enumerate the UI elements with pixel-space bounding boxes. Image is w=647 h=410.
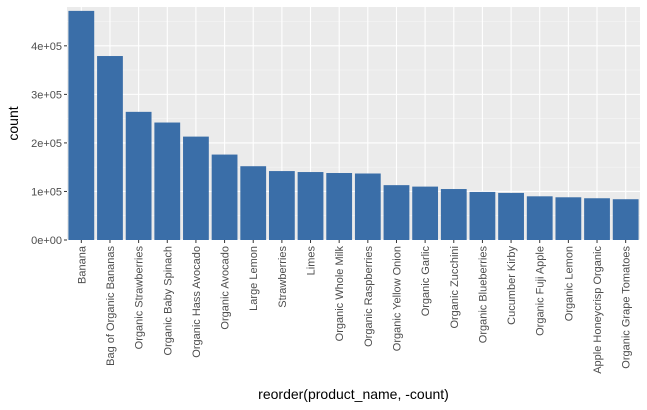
bar [469, 191, 496, 240]
bar [211, 154, 238, 240]
bar [584, 198, 610, 240]
x-tick-label: Organic Lemon [563, 246, 575, 321]
x-axis-title: reorder(product_name, -count) [258, 386, 449, 402]
bar [68, 10, 95, 241]
y-tick-label: 3e+05 [31, 89, 62, 101]
x-tick-label: Organic Hass Avocado [191, 246, 203, 358]
bar [612, 199, 639, 240]
bar [297, 172, 324, 240]
bar [125, 111, 152, 240]
x-tick-label: Organic Strawberries [134, 246, 146, 350]
bar [97, 56, 123, 240]
x-tick-label: Organic Grape Tomatoes [621, 246, 633, 369]
y-axis-title: count [5, 106, 21, 140]
bar [555, 197, 582, 240]
x-tick-label: Organic Zucchini [449, 246, 461, 329]
x-tick-label: Organic Raspberries [363, 246, 375, 347]
x-tick-label: Organic Fuji Apple [535, 246, 547, 336]
x-tick-label: Organic Yellow Onion [391, 246, 403, 351]
bar [412, 186, 439, 240]
y-tick-label: 4e+05 [31, 41, 62, 53]
bar [183, 136, 209, 240]
y-tick-label: 0e+00 [31, 235, 62, 247]
x-tick-label: Organic Garlic [420, 246, 432, 317]
bar [154, 122, 181, 240]
x-tick-label: Apple Honeycrisp Organic [592, 246, 604, 374]
y-tick-label: 2e+05 [31, 138, 62, 150]
x-tick-label: Organic Baby Spinach [162, 246, 174, 355]
bar [498, 192, 524, 240]
bar [354, 173, 381, 240]
x-tick-label: Organic Whole Milk [334, 246, 346, 342]
y-tick-label: 1e+05 [31, 186, 62, 198]
x-tick-label: Banana [76, 245, 88, 284]
bar [268, 171, 295, 240]
x-tick-label: Organic Avocado [220, 246, 232, 330]
bar [326, 173, 353, 240]
bar [526, 196, 553, 240]
x-tick-label: Strawberries [277, 246, 289, 308]
x-tick-label: Bag of Organic Bananas [105, 246, 117, 366]
bar [440, 189, 467, 240]
plot-panel [67, 7, 640, 240]
bar [383, 185, 410, 240]
x-tick-label: Limes [306, 246, 318, 276]
x-tick-label: Cucumber Kirby [506, 246, 518, 325]
bar [240, 166, 267, 240]
x-tick-label: Organic Blueberries [477, 246, 489, 344]
x-tick-label: Large Lemon [248, 246, 260, 311]
